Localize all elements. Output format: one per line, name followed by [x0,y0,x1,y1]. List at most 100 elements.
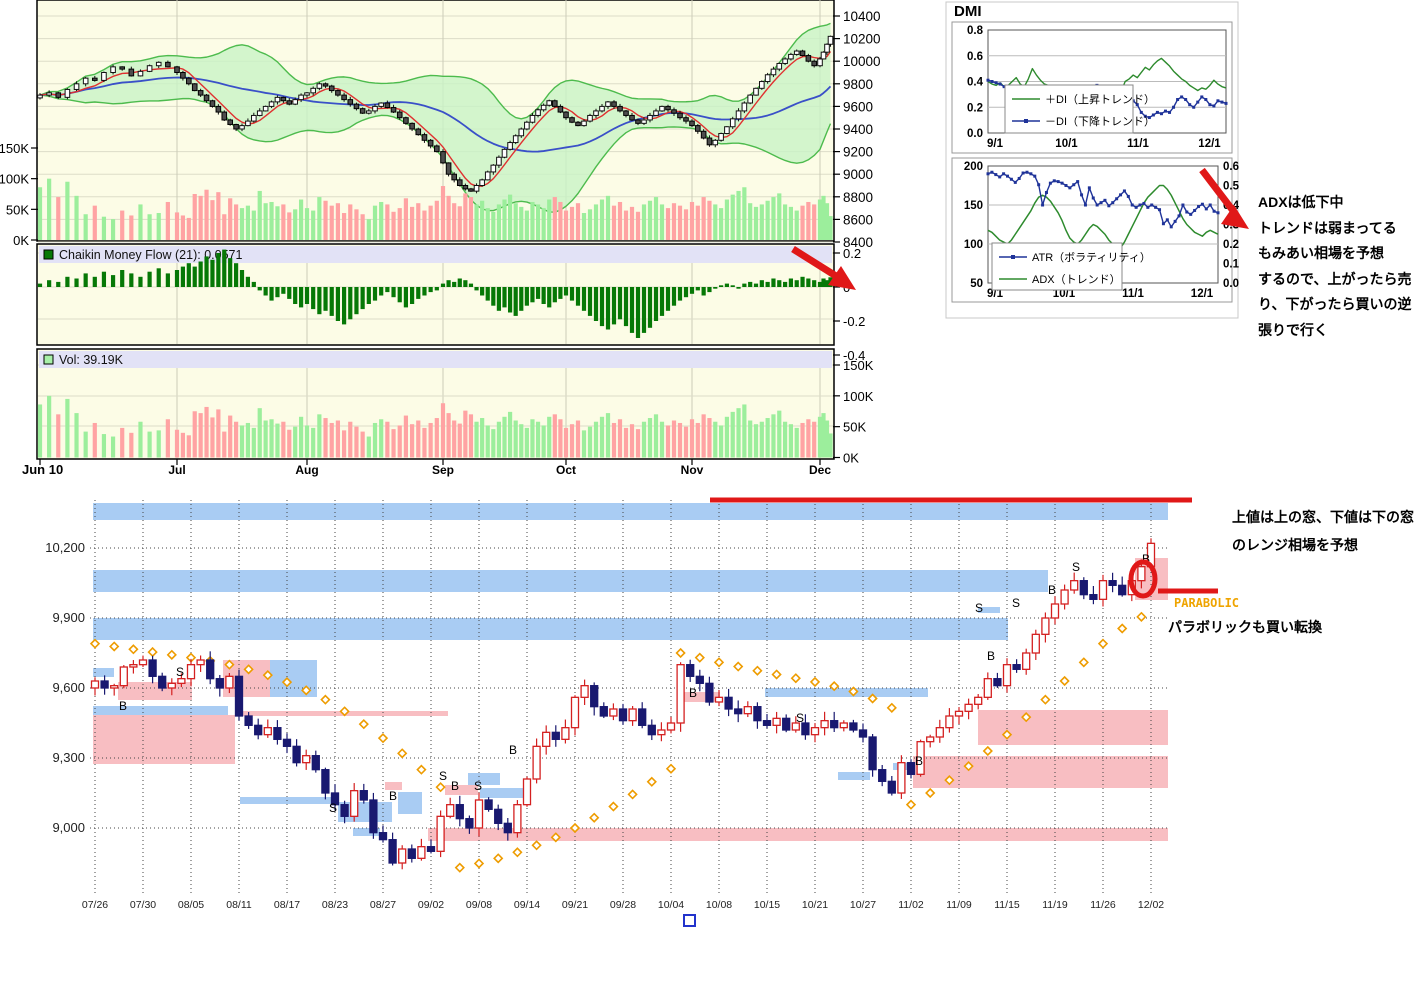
svg-text:Oct: Oct [556,463,576,477]
svg-text:0K: 0K [13,233,29,248]
atr-adx-legend: ATR（ボラティリティ） ADX（トレンド） [991,242,1151,291]
adx-note-line: ADXは低下中 [1258,194,1344,210]
cmf-panel: Chaikin Money Flow (21): 0.05710.20-0.2-… [37,246,865,363]
svg-text:50K: 50K [6,202,29,217]
svg-text:11/19: 11/19 [1042,899,1068,911]
svg-text:B: B [987,649,995,663]
svg-text:08/11: 08/11 [226,899,252,911]
svg-text:9/1: 9/1 [987,288,1004,300]
svg-text:150: 150 [964,200,983,212]
svg-text:8600: 8600 [843,212,873,227]
svg-text:11/26: 11/26 [1090,899,1116,911]
svg-text:B: B [119,699,127,713]
parabolic-series-label: PARABOLIC [1174,596,1240,610]
gap-chart-panel: 10,200 9,900 9,600 9,300 9,000 07/26 07/30 08/0… [45,497,1218,927]
svg-text:10/1: 10/1 [1053,288,1076,300]
svg-text:Sep: Sep [432,463,454,477]
svg-text:9200: 9200 [843,145,873,160]
adx-note-line: もみあい相場を予想 [1258,245,1384,261]
dmi-legend: ＋DI（上昇トレンド） －DI（下降トレンド） [1004,84,1155,134]
svg-text:09/02: 09/02 [418,899,444,911]
svg-text:0.2: 0.2 [1223,239,1239,251]
svg-text:Aug: Aug [295,463,318,477]
red-arrow-adx [1199,167,1249,229]
vol-bars [37,395,833,458]
adx-note-line: 張りで行く [1258,321,1328,338]
gap-x-axis: 07/26 07/30 08/05 08/11 08/17 08/23 08/27 09/02… [82,899,1164,911]
svg-text:9,900: 9,900 [52,610,85,625]
svg-text:07/30: 07/30 [130,899,156,911]
svg-text:S: S [796,711,804,725]
svg-text:9,600: 9,600 [52,680,85,695]
svg-text:0.1: 0.1 [1223,259,1240,271]
svg-text:S: S [975,601,983,615]
svg-text:Nov: Nov [681,463,704,477]
svg-text:0.0: 0.0 [1223,278,1239,290]
month-axis: Jun 10 Jul Aug Sep Oct Nov Dec [22,459,831,477]
red-annotations [710,497,1218,599]
svg-text:S: S [1012,596,1020,610]
volume-axis-left: 150K 100K 50K 0K [0,141,38,248]
svg-text:08/05: 08/05 [178,899,204,911]
svg-text:10/04: 10/04 [658,899,684,911]
atr-adx-chart: 200150100500.60.50.40.30.20.10.09/110/11… [951,157,1240,303]
parabolic-buy-note: パラボリックも買い転換 [1168,619,1322,635]
vol-axis: 150K 100K 50K 0K [833,358,874,466]
adx-trend-note: ADXは低下中 トレンドは弱まってる もみあい相場を予想 するので、上がったら売… [1258,190,1411,343]
price-axis-right: 10400 10200 10000 9800 9600 9400 9200 9000 8800 8… [833,9,881,250]
svg-text:0.2: 0.2 [843,246,861,261]
svg-text:Dec: Dec [809,463,831,477]
svg-text:ADX（トレンド）: ADX（トレンド） [1032,273,1121,286]
svg-text:S: S [439,769,447,783]
svg-text:100: 100 [964,239,983,251]
svg-text:200: 200 [964,161,983,173]
svg-text:100K: 100K [843,389,874,404]
svg-text:8800: 8800 [843,190,873,205]
svg-text:0.4: 0.4 [967,77,984,89]
svg-text:9400: 9400 [843,122,873,137]
svg-text:9/1: 9/1 [987,138,1004,150]
atr-series [986,170,1220,229]
svg-text:10/27: 10/27 [850,899,876,911]
svg-text:9000: 9000 [843,167,873,182]
svg-text:Chaikin Money Flow (21): 0.057: Chaikin Money Flow (21): 0.0571 [59,248,242,262]
adx-note-line: するので、上がったら売 [1258,270,1412,287]
svg-text:B: B [915,754,923,768]
svg-text:B: B [689,686,697,700]
svg-text:S: S [329,801,337,815]
svg-text:09/08: 09/08 [466,899,492,911]
candles [37,35,834,194]
svg-text:11/1: 11/1 [1127,138,1149,150]
svg-text:B: B [451,779,459,793]
svg-text:B: B [1048,583,1056,597]
svg-text:0.6: 0.6 [1223,161,1239,173]
svg-text:10/15: 10/15 [754,899,780,911]
blue-square-glyph [683,914,696,927]
adx-note-line: トレンドは弱まってる [1258,219,1397,236]
svg-text:11/15: 11/15 [994,899,1020,911]
svg-text:150K: 150K [0,141,29,156]
svg-text:10200: 10200 [843,32,881,47]
svg-text:B: B [1142,552,1150,566]
svg-text:0.6: 0.6 [967,51,983,63]
svg-text:50K: 50K [843,420,866,435]
svg-text:150K: 150K [843,358,874,373]
svg-text:08/27: 08/27 [370,899,396,911]
svg-text:0.2: 0.2 [967,102,983,114]
dmi-panel: 0.8 0.6 0.4 0.2 0.0 9/1 10/1 11/1 12/1 ＋DI（上昇トレンド… [945,1,1249,319]
svg-text:07/26: 07/26 [82,899,108,911]
dmi-panel-title: DMI [954,3,982,20]
svg-text:11/09: 11/09 [946,899,972,911]
svg-text:10/21: 10/21 [802,899,828,911]
red-arrow-cmf [791,246,856,290]
svg-text:100K: 100K [0,172,29,187]
dmi-di-chart: 0.8 0.6 0.4 0.2 0.0 9/1 10/1 11/1 12/1 ＋DI（上昇トレンド… [951,21,1233,154]
svg-text:10,200: 10,200 [45,540,85,555]
svg-text:Jul: Jul [168,463,185,477]
svg-text:10000: 10000 [843,54,881,69]
svg-text:09/21: 09/21 [562,899,588,911]
svg-text:09/28: 09/28 [610,899,636,911]
svg-text:－DI（下降トレンド）: －DI（下降トレンド） [1045,114,1155,128]
